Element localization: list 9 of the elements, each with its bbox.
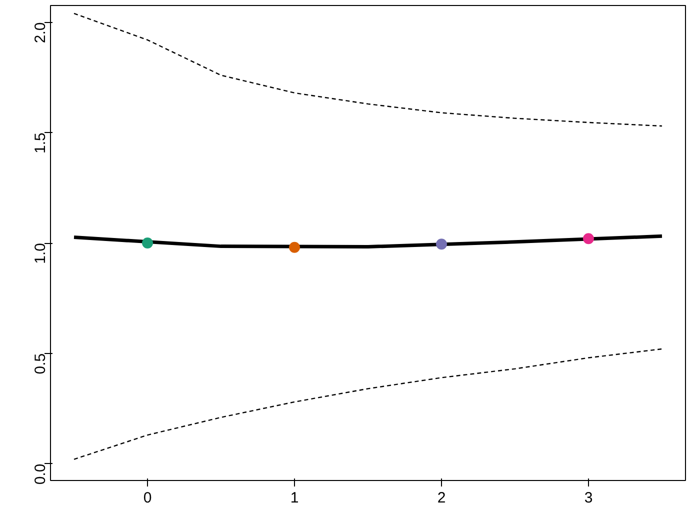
x-tick-label: 0 <box>143 490 152 506</box>
y-tick-label: 1.5 <box>32 132 49 154</box>
y-tick-label: 0.5 <box>32 353 49 374</box>
y-tick-label: 0.0 <box>32 464 49 485</box>
x-tick-label: 3 <box>584 490 593 506</box>
x-tick-label: 1 <box>290 490 299 506</box>
y-tick-label: 2.0 <box>32 22 49 44</box>
y-tick-label: 1.0 <box>32 242 49 264</box>
x-tick-label: 2 <box>437 490 446 506</box>
